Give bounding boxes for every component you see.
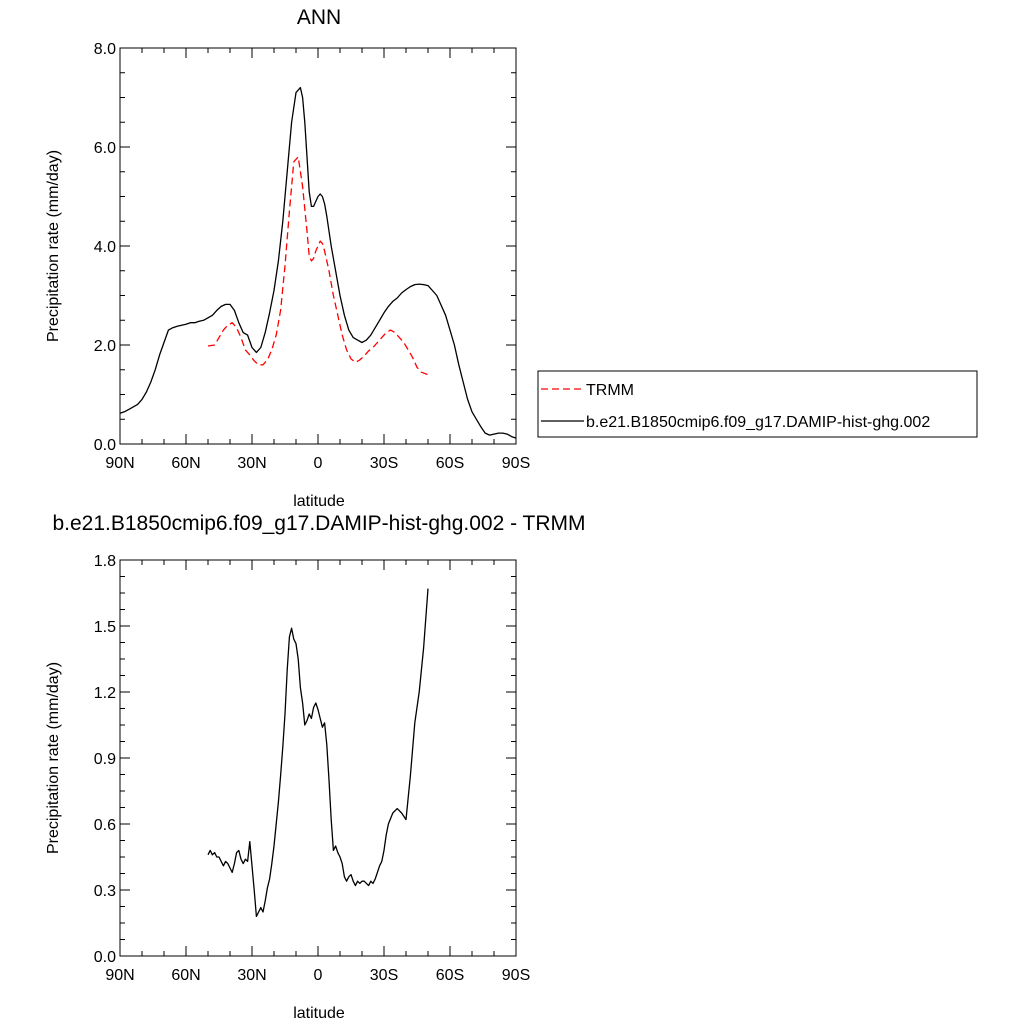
x-tick-label: 90S <box>502 455 530 472</box>
x-tick-label: 90S <box>502 967 530 984</box>
series-layer <box>207 588 429 918</box>
x-tick-label: 60S <box>436 455 464 472</box>
plot-frame <box>119 559 517 957</box>
chart-title: b.e21.B1850cmip6.f09_g17.DAMIP-hist-ghg.… <box>52 512 585 535</box>
ticks: 90N 60N 30N 0 30S 60S 90S 0.0 0.3 0.6 0.9 1.2 1.5 1.8 <box>94 553 530 984</box>
x-tick-label: 60N <box>171 967 200 984</box>
y-tick-label: 0.3 <box>94 883 116 900</box>
x-tick-label: 90N <box>105 455 134 472</box>
y-tick-label: 0.9 <box>94 751 116 768</box>
x-tick-label: 0 <box>314 967 323 984</box>
y-tick-label: 6.0 <box>94 140 116 157</box>
legend: TRMM b.e21.B1850cmip6.f09_g17.DAMIP-hist… <box>537 370 978 438</box>
x-tick-label: 60S <box>436 967 464 984</box>
y-axis-label: Precipitation rate (mm/day) <box>45 662 62 854</box>
x-tick-label: 30N <box>237 967 266 984</box>
series-line-model <box>119 86 517 439</box>
x-tick-label: 90N <box>105 967 134 984</box>
y-tick-label: 0.0 <box>94 437 116 454</box>
y-tick-label: 0.0 <box>94 949 116 966</box>
x-tick-label: 60N <box>171 455 200 472</box>
y-tick-label: 4.0 <box>94 239 116 256</box>
x-tick-label: 30S <box>370 455 398 472</box>
x-tick-label: 30N <box>237 455 266 472</box>
legend-label-trmm: TRMM <box>586 382 634 399</box>
y-tick-label: 2.0 <box>94 338 116 355</box>
legend-label-model: b.e21.B1850cmip6.f09_g17.DAMIP-hist-ghg.… <box>586 414 930 431</box>
x-axis-label: latitude <box>293 1005 345 1022</box>
y-tick-label: 1.5 <box>94 619 116 636</box>
panel-difference: b.e21.B1850cmip6.f09_g17.DAMIP-hist-ghg.… <box>45 512 586 1022</box>
y-axis-label: Precipitation rate (mm/day) <box>45 150 62 342</box>
y-tick-label: 0.6 <box>94 817 116 834</box>
plot-frame <box>119 47 517 445</box>
panel-annual: ANN 90N 60N 30N 0 30S 60S 90S 0.0 2.0 4.0 6.0 8.0 l… <box>45 6 978 510</box>
series-line-trmm <box>207 156 429 376</box>
x-axis-label: latitude <box>293 493 345 510</box>
series-line-difference <box>207 588 429 918</box>
x-tick-label: 30S <box>370 967 398 984</box>
ticks: 90N 60N 30N 0 30S 60S 90S 0.0 2.0 4.0 6.0 8.0 <box>94 41 530 472</box>
chart-title: ANN <box>297 6 341 29</box>
series-layer <box>119 86 517 439</box>
y-tick-label: 1.8 <box>94 553 116 570</box>
x-tick-label: 0 <box>314 455 323 472</box>
y-tick-label: 1.2 <box>94 685 116 702</box>
y-tick-label: 8.0 <box>94 41 116 58</box>
legend-box <box>537 370 978 438</box>
